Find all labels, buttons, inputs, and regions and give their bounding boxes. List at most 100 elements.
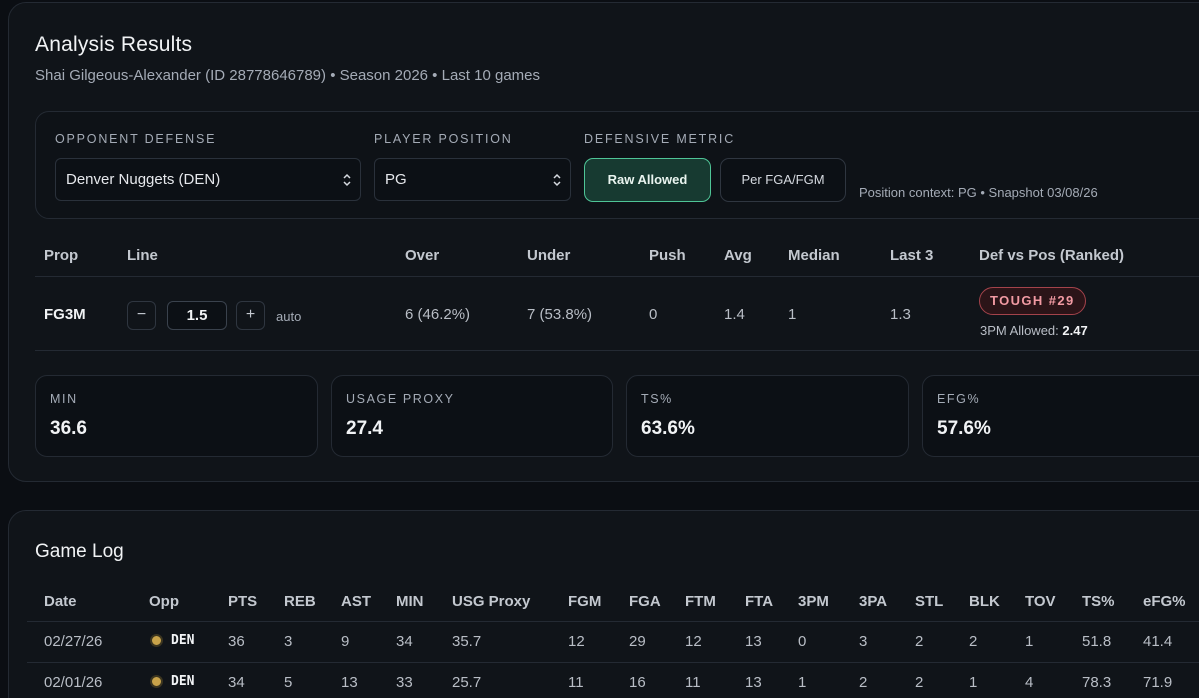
position-select[interactable]: PG xyxy=(374,158,571,201)
cell-ts: 51.8 xyxy=(1082,633,1112,650)
over-value: 6 (46.2%) xyxy=(405,306,471,323)
cell-reb: 5 xyxy=(284,674,293,691)
col-tov[interactable]: TOV xyxy=(1025,593,1056,610)
cell-3pa: 2 xyxy=(859,674,868,691)
cell-stl: 2 xyxy=(915,674,924,691)
cell-min: 34 xyxy=(396,633,413,650)
stat-label: MIN xyxy=(50,392,78,406)
col-3pa[interactable]: 3PA xyxy=(859,593,888,610)
cell-usg: 25.7 xyxy=(452,674,482,691)
col-usg[interactable]: USG Proxy xyxy=(452,593,531,610)
cell-min: 33 xyxy=(396,674,413,691)
line-input[interactable]: 1.5 xyxy=(167,301,227,330)
col-fta[interactable]: FTA xyxy=(745,593,774,610)
stat-label: TS% xyxy=(641,392,673,406)
line-decrement-button[interactable]: − xyxy=(127,301,156,330)
position-label: PLAYER POSITION xyxy=(374,132,513,146)
col-ts[interactable]: TS% xyxy=(1082,593,1115,610)
allowed-text: 3PM Allowed: 2.47 xyxy=(980,323,1088,338)
col-pts[interactable]: PTS xyxy=(228,593,258,610)
game-log-title: Game Log xyxy=(35,541,124,562)
cell-ftm: 12 xyxy=(685,633,702,650)
col-stl[interactable]: STL xyxy=(915,593,944,610)
cell-reb: 3 xyxy=(284,633,293,650)
cell-ts: 78.3 xyxy=(1082,674,1112,691)
stat-card-min: MIN 36.6 xyxy=(35,375,318,457)
last3-value: 1.3 xyxy=(890,306,911,323)
cell-pts: 36 xyxy=(228,633,245,650)
opponent-select[interactable]: Denver Nuggets (DEN) xyxy=(55,158,361,201)
col-push: Push xyxy=(649,247,686,264)
chevron-updown-icon xyxy=(553,173,561,187)
cell-3pa: 3 xyxy=(859,633,868,650)
cell-fta: 13 xyxy=(745,633,762,650)
cell-fgm: 11 xyxy=(568,674,584,691)
col-date[interactable]: Date xyxy=(44,593,77,610)
avg-value: 1.4 xyxy=(724,306,745,323)
col-min[interactable]: MIN xyxy=(396,593,424,610)
col-prop: Prop xyxy=(44,247,79,264)
cell-fga: 29 xyxy=(629,633,646,650)
stat-label: EFG% xyxy=(937,392,981,406)
stat-value: 57.6% xyxy=(937,418,991,439)
cell-date: 02/01/26 xyxy=(44,674,103,691)
col-last3: Last 3 xyxy=(890,247,934,264)
cell-stl: 2 xyxy=(915,633,924,650)
col-over: Over xyxy=(405,247,440,264)
cell-fta: 13 xyxy=(745,674,762,691)
divider xyxy=(27,662,1199,663)
cell-ftm: 11 xyxy=(685,674,701,691)
cell-blk: 1 xyxy=(969,674,978,691)
col-median: Median xyxy=(788,247,840,264)
col-fgm[interactable]: FGM xyxy=(568,593,602,610)
cell-opp: DEN xyxy=(171,674,195,689)
line-auto-label: auto xyxy=(276,309,302,324)
cell-3pm: 0 xyxy=(798,633,807,650)
divider xyxy=(35,276,1199,277)
cell-usg: 35.7 xyxy=(452,633,482,650)
stat-card-ts: TS% 63.6% xyxy=(626,375,909,457)
cell-efg: 71.9 xyxy=(1143,674,1173,691)
median-value: 1 xyxy=(788,306,797,323)
col-fga[interactable]: FGA xyxy=(629,593,661,610)
cell-fga: 16 xyxy=(629,674,646,691)
cell-ast: 13 xyxy=(341,674,358,691)
col-blk[interactable]: BLK xyxy=(969,593,1000,610)
col-under: Under xyxy=(527,247,571,264)
col-ftm[interactable]: FTM xyxy=(685,593,716,610)
page-title: Analysis Results xyxy=(35,33,193,56)
def-rank-badge: TOUGH #29 xyxy=(979,287,1086,315)
opponent-label: OPPONENT DEFENSE xyxy=(55,132,217,146)
opponent-select-value: Denver Nuggets (DEN) xyxy=(66,171,221,188)
divider xyxy=(35,350,1199,351)
game-log-card: Game Log Date Opp PTS REB AST MIN USG Pr… xyxy=(8,510,1199,698)
cell-3pm: 1 xyxy=(798,674,807,691)
col-reb[interactable]: REB xyxy=(284,593,316,610)
analysis-results-card: Analysis Results Shai Gilgeous-Alexander… xyxy=(8,2,1199,482)
raw-allowed-toggle[interactable]: Raw Allowed xyxy=(584,158,711,202)
col-ast[interactable]: AST xyxy=(341,593,371,610)
col-efg[interactable]: eFG% xyxy=(1143,593,1186,610)
cell-ast: 9 xyxy=(341,633,350,650)
stat-label: USAGE PROXY xyxy=(346,392,455,406)
cell-tov: 1 xyxy=(1025,633,1034,650)
col-line: Line xyxy=(127,247,158,264)
stat-value: 27.4 xyxy=(346,418,383,439)
per-fga-fgm-toggle[interactable]: Per FGA/FGM xyxy=(720,158,846,202)
col-3pm[interactable]: 3PM xyxy=(798,593,829,610)
col-def-vs-pos: Def vs Pos (Ranked) xyxy=(979,247,1125,264)
cell-opp: DEN xyxy=(171,633,195,648)
nuggets-logo-icon xyxy=(150,675,163,688)
stat-card-efg: EFG% 57.6% xyxy=(922,375,1199,457)
prop-name: FG3M xyxy=(44,306,86,323)
metric-label: DEFENSIVE METRIC xyxy=(584,132,736,146)
stat-card-usage: USAGE PROXY 27.4 xyxy=(331,375,613,457)
cell-date: 02/27/26 xyxy=(44,633,103,650)
position-context: Position context: PG • Snapshot 03/08/26 xyxy=(859,185,1098,200)
allowed-value: 2.47 xyxy=(1062,323,1088,338)
under-value: 7 (53.8%) xyxy=(527,306,593,323)
line-increment-button[interactable]: + xyxy=(236,301,265,330)
col-opp[interactable]: Opp xyxy=(149,593,179,610)
cell-blk: 2 xyxy=(969,633,978,650)
stat-value: 63.6% xyxy=(641,418,695,439)
